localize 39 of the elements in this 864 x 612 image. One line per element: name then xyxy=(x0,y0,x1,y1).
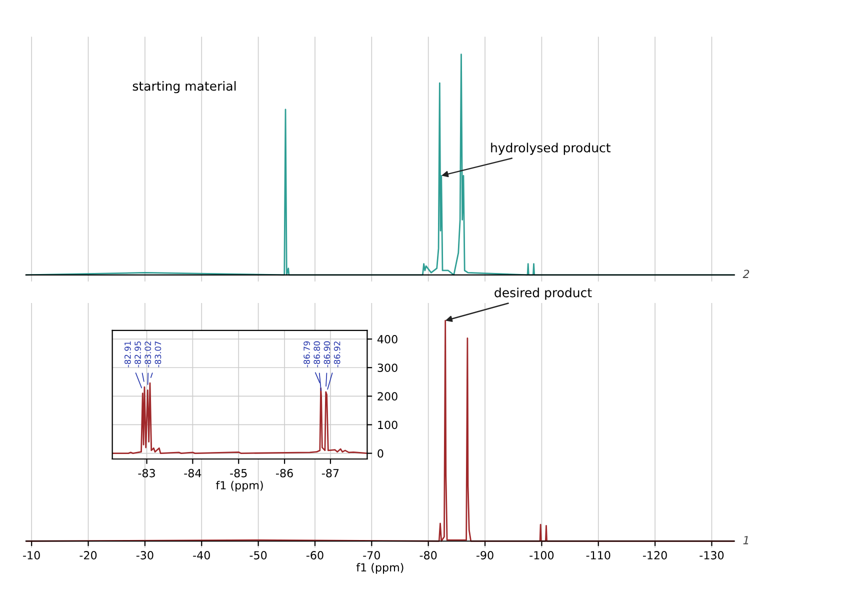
x-tick-label: -10 xyxy=(23,551,40,560)
annotation: -86.90 xyxy=(324,341,330,368)
series-label: 1 xyxy=(743,536,748,544)
x-tick-label: -60 xyxy=(306,551,324,560)
x-tick-label: -90 xyxy=(476,551,494,560)
annotation: -82.91 xyxy=(124,342,131,368)
x-tick-label: -85 xyxy=(230,468,247,478)
x-tick-label: -84 xyxy=(184,468,202,478)
x-tick-label: -80 xyxy=(420,551,437,560)
x-axis-title: f1 (ppm) xyxy=(216,480,263,492)
annotation: -86.92 xyxy=(334,342,340,368)
y-tick-label: 0 xyxy=(378,449,384,458)
x-tick-label: -20 xyxy=(80,551,97,560)
line-series xyxy=(112,382,368,454)
annotation: -82.95 xyxy=(134,341,141,368)
annotation: hydrolysed product xyxy=(491,142,610,155)
series-label: 2 xyxy=(742,270,750,278)
y-tick-label: 100 xyxy=(378,420,398,430)
x-tick-label: -87 xyxy=(322,468,339,478)
annotation: -83.02 xyxy=(144,342,152,368)
y-tick-label: 300 xyxy=(378,364,398,372)
y-tick-label: 400 xyxy=(377,335,398,344)
x-tick-label: -83 xyxy=(138,468,155,478)
x-tick-label: -110 xyxy=(586,551,610,560)
x-tick-label: -130 xyxy=(700,551,724,560)
x-tick-label: -50 xyxy=(250,551,267,560)
x-tick-label: -30 xyxy=(136,551,154,560)
x-tick-label: -100 xyxy=(530,551,554,560)
y-tick-label: 200 xyxy=(378,392,398,401)
annotation: desired product xyxy=(494,288,592,300)
annotation: -86.80 xyxy=(314,341,320,368)
x-tick-label: -86 xyxy=(276,468,293,478)
annotation: -83.07 xyxy=(154,341,162,368)
x-tick-label: -40 xyxy=(193,551,210,560)
x-tick-label: -120 xyxy=(642,551,667,560)
annotation: -86.79 xyxy=(304,341,310,368)
x-axis-title: f1 (ppm) xyxy=(356,562,404,574)
x-tick-label: -70 xyxy=(363,551,380,560)
annotation: starting material xyxy=(132,81,236,94)
